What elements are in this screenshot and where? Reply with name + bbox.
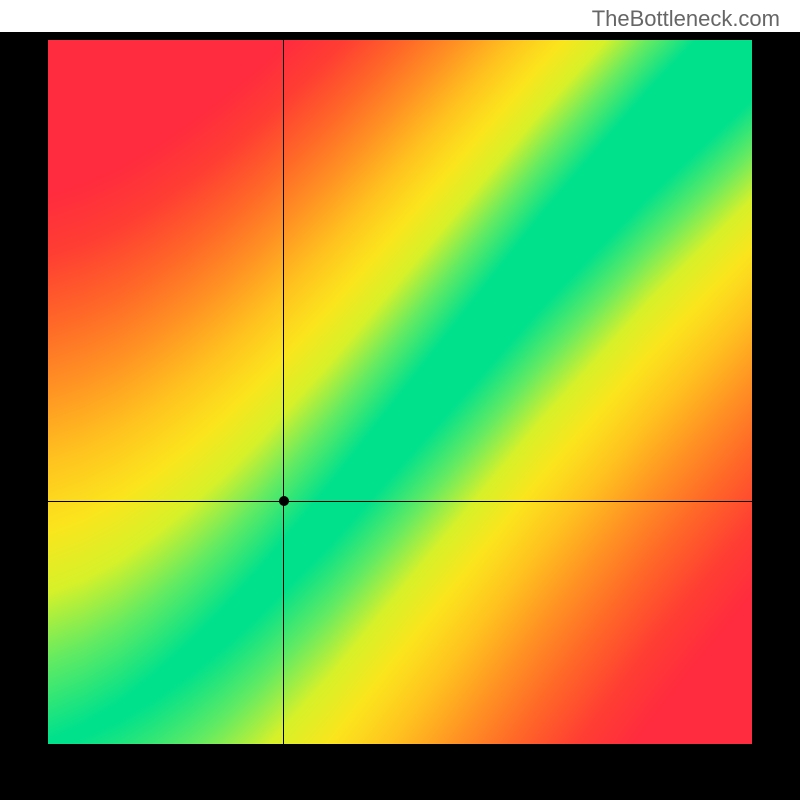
crosshair-horizontal [48,501,752,502]
crosshair-vertical [283,40,284,744]
heatmap-canvas [48,40,752,744]
watermark-text: TheBottleneck.com [592,6,780,32]
plot-area [48,40,752,744]
crosshair-marker [279,496,289,506]
plot-frame [0,32,800,800]
